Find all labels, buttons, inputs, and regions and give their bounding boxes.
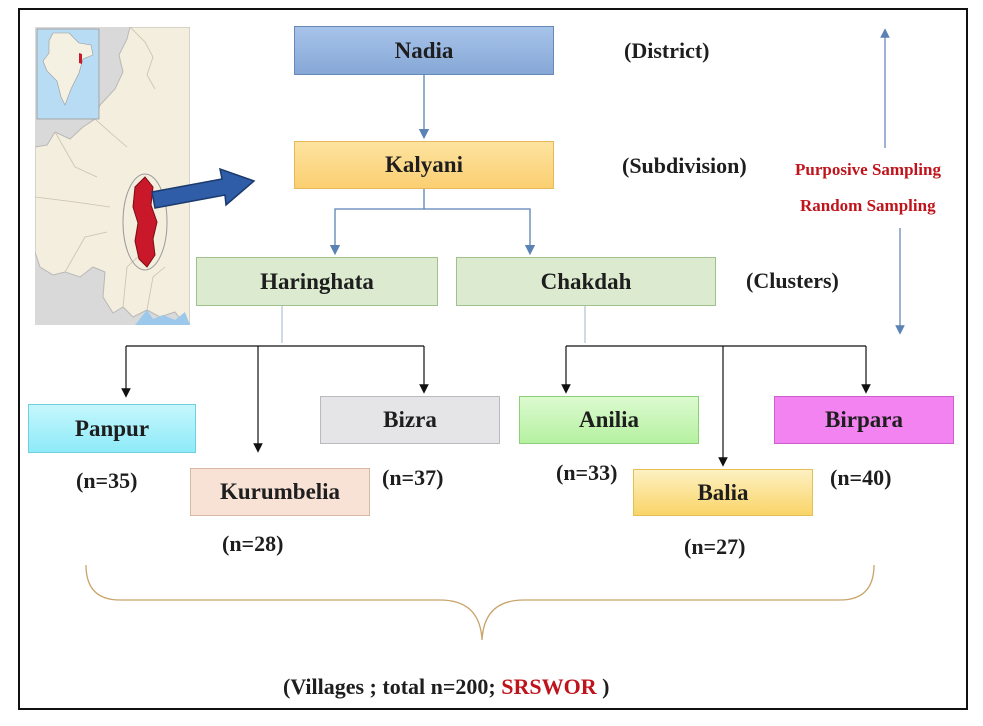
villages-summary: (Villages ; total n=200; SRSWOR ) <box>283 674 609 700</box>
panpur-box: Panpur <box>28 404 196 453</box>
west-bengal-map <box>35 27 190 325</box>
balia-label: Balia <box>697 479 749 505</box>
chakdah-label: Chakdah <box>540 268 632 294</box>
haringhata-label: Haringhata <box>260 268 374 294</box>
anilia-label: Anilia <box>578 407 640 432</box>
panpur-count: (n=35) <box>76 468 138 493</box>
clusters-label: (Clusters) <box>746 268 839 293</box>
kurumbelia-count: (n=28) <box>222 531 284 556</box>
anilia-box: Anilia <box>519 396 699 444</box>
birpara-box: Birpara <box>774 396 954 444</box>
anilia-count: (n=33) <box>556 460 618 485</box>
kurumbelia-label: Kurumbelia <box>219 479 341 504</box>
srswor-label: SRSWOR <box>501 674 597 699</box>
pointer-arrow <box>151 167 256 209</box>
bizra-label: Bizra <box>383 407 437 432</box>
summary-prefix: (Villages ; total n=200; <box>283 674 502 699</box>
summary-suffix: ) <box>596 674 610 699</box>
birpara-label: Birpara <box>825 407 903 432</box>
nadia-box: Nadia <box>294 26 554 75</box>
subdivision-label: (Subdivision) <box>622 153 747 178</box>
balia-count: (n=27) <box>684 534 746 559</box>
district-label: (District) <box>624 38 710 63</box>
chakdah-box: Chakdah <box>456 257 716 306</box>
birpara-count: (n=40) <box>830 465 892 490</box>
balia-box: Balia <box>633 469 813 516</box>
bizra-count: (n=37) <box>382 465 444 490</box>
nadia-label: Nadia <box>394 37 454 63</box>
purposive-sampling-label: Purposive Sampling <box>795 160 941 179</box>
kalyani-label: Kalyani <box>385 152 463 177</box>
random-sampling-label: Random Sampling <box>800 196 936 215</box>
haringhata-box: Haringhata <box>196 257 438 306</box>
kurumbelia-box: Kurumbelia <box>190 468 370 516</box>
kalyani-box: Kalyani <box>294 141 554 189</box>
bizra-box: Bizra <box>320 396 500 444</box>
panpur-label: Panpur <box>74 415 150 441</box>
